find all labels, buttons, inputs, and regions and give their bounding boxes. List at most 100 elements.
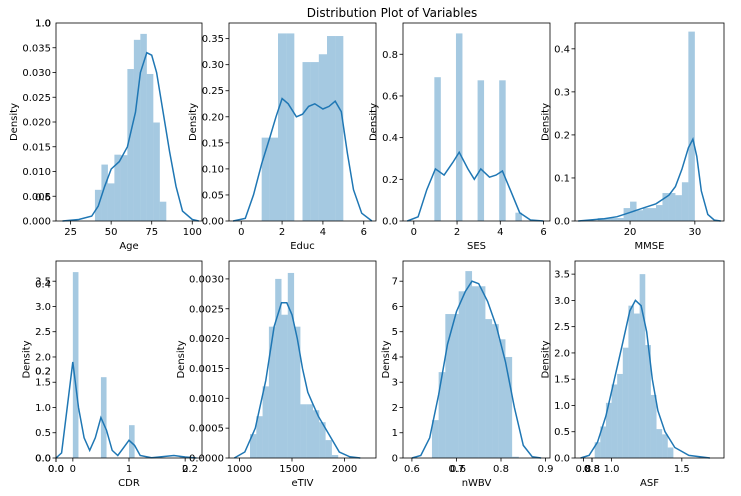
histogram-bar xyxy=(499,80,506,221)
histogram-bar xyxy=(268,326,276,458)
x-tick-label: 1.0 xyxy=(604,464,620,475)
histogram-bar xyxy=(159,201,167,221)
overlay-x-tick-label: 0.2 xyxy=(182,464,198,475)
histogram-bar xyxy=(306,404,313,458)
y-tick-label: 0.2 xyxy=(382,175,398,186)
y-tick-label: 0.15 xyxy=(202,138,224,149)
histogram-bar xyxy=(114,154,121,221)
x-tick-label: 0 xyxy=(70,464,76,475)
overlay-y-tick-label: 0.6 xyxy=(35,193,51,204)
histogram-bar xyxy=(318,54,327,222)
overlay-x-tick-label: 0.6 xyxy=(450,464,466,475)
y-tick-label: 0.0030 xyxy=(189,274,224,285)
subplot-ses: 0 2 4 6 0.0 0.2 0.4 0.6 0.8 SES Density xyxy=(368,22,551,252)
y-tick-label: 0.000 xyxy=(22,217,51,228)
x-tick-label: 6 xyxy=(540,227,546,238)
y-tick-label: 0.0020 xyxy=(189,334,224,345)
kde-line xyxy=(578,137,721,222)
histogram-bar xyxy=(594,442,601,458)
x-axis-label: Educ xyxy=(290,241,315,252)
y-axis-label: Density xyxy=(540,103,551,141)
histogram-bar xyxy=(656,429,663,458)
x-tick-label: 0.8 xyxy=(575,464,591,475)
histogram-bar xyxy=(667,447,674,458)
overlay-y-tick-label: 1.0 xyxy=(35,19,51,30)
histogram-bar xyxy=(319,422,326,458)
y-tick-label: 3 xyxy=(392,378,398,389)
overlay-y-tick-label: 0.4 xyxy=(35,280,51,291)
y-tick-label: 0.010 xyxy=(22,167,51,178)
y-tick-label: 4 xyxy=(392,352,398,363)
y-tick-label: 0.4 xyxy=(554,44,570,55)
x-tick-label: 1 xyxy=(126,464,132,475)
histogram-bar xyxy=(617,373,623,458)
x-tick-label: 2 xyxy=(182,464,188,475)
x-tick-label: 0 xyxy=(411,227,417,238)
base-axes-overlay: 0.81.00.00.00.80.20.00.40.81.00.20.61.00… xyxy=(35,19,600,476)
x-tick-label: 0.8 xyxy=(493,464,509,475)
y-tick-label: 0.020 xyxy=(22,118,51,129)
histogram-bar xyxy=(645,345,651,458)
histogram-bar xyxy=(262,386,269,458)
histogram-bar xyxy=(302,62,311,221)
histogram-bar xyxy=(261,137,270,221)
y-tick-label: 0.025 xyxy=(22,93,51,104)
histogram-bar xyxy=(492,324,499,458)
y-tick-label: 0.5 xyxy=(554,427,570,438)
histogram-bar xyxy=(278,33,287,221)
histogram-bar xyxy=(146,73,154,221)
y-tick-label: 0.25 xyxy=(202,86,224,97)
histogram-bar xyxy=(681,182,689,221)
overlay-x-tick-label: 0.0 xyxy=(48,464,64,475)
x-tick-label: 2 xyxy=(279,227,285,238)
kde-line xyxy=(233,302,361,459)
histogram-bar xyxy=(688,31,695,221)
histogram-bar xyxy=(512,456,519,458)
histogram-bar xyxy=(256,416,263,458)
y-tick-label: 3.5 xyxy=(554,270,570,281)
x-tick-label: 20 xyxy=(624,227,637,238)
y-tick-label: 0.0025 xyxy=(189,304,224,315)
x-tick-label: 4 xyxy=(497,227,503,238)
y-axis-label: Density xyxy=(21,340,32,378)
kde-line xyxy=(407,150,544,222)
y-tick-label: 0.4 xyxy=(382,133,398,144)
axes-frame xyxy=(402,22,551,222)
y-tick-label: 3.5 xyxy=(35,277,51,288)
x-tick-label: 0 xyxy=(238,227,244,238)
y-tick-label: 5 xyxy=(392,327,398,338)
axes-frame xyxy=(574,22,725,222)
histogram-bar xyxy=(600,426,606,458)
y-tick-label: 0.005 xyxy=(22,192,51,203)
y-tick-label: 0.0 xyxy=(554,454,570,465)
y-tick-label: 1.5 xyxy=(554,375,570,386)
histogram-bar xyxy=(127,69,134,221)
x-tick-label: 100 xyxy=(183,227,202,238)
subplot-asf: 0.8 1.0 1.5 0.0 0.5 1.0 1.5 2.0 2.5 3.0 3.5 ASF Dens… xyxy=(540,260,725,489)
histogram-bar xyxy=(300,404,307,458)
histogram-bar xyxy=(327,36,336,221)
overlay-x-tick-label: 0.8 xyxy=(584,464,600,475)
y-tick-label: 0.3 xyxy=(554,87,570,98)
kde-line xyxy=(55,361,197,459)
x-axis-label: MMSE xyxy=(635,241,665,252)
subplot-etiv: 1000 1500 2000 0.0000 0.0005 0.0010 0.0015 0.00… xyxy=(176,260,377,489)
overlay-y-tick-label: 0.2 xyxy=(35,367,51,378)
kde-line xyxy=(62,51,199,222)
overlay-y-tick-label: 1.0 xyxy=(35,19,51,30)
histogram-bar xyxy=(662,434,668,458)
x-tick-label: 50 xyxy=(105,227,118,238)
histogram-bar xyxy=(458,291,466,458)
y-axis-label: Density xyxy=(381,340,392,378)
x-tick-label: 2 xyxy=(454,227,460,238)
x-axis-label: CDR xyxy=(118,478,140,489)
histogram-bar xyxy=(634,313,640,458)
x-tick-label: 6 xyxy=(361,227,367,238)
histogram-bar xyxy=(617,217,624,221)
histogram-bar xyxy=(129,425,135,458)
histogram-bar xyxy=(281,314,288,458)
histogram-bar xyxy=(650,394,657,458)
histogram-bar xyxy=(655,205,663,221)
y-tick-label: 2.5 xyxy=(554,322,570,333)
